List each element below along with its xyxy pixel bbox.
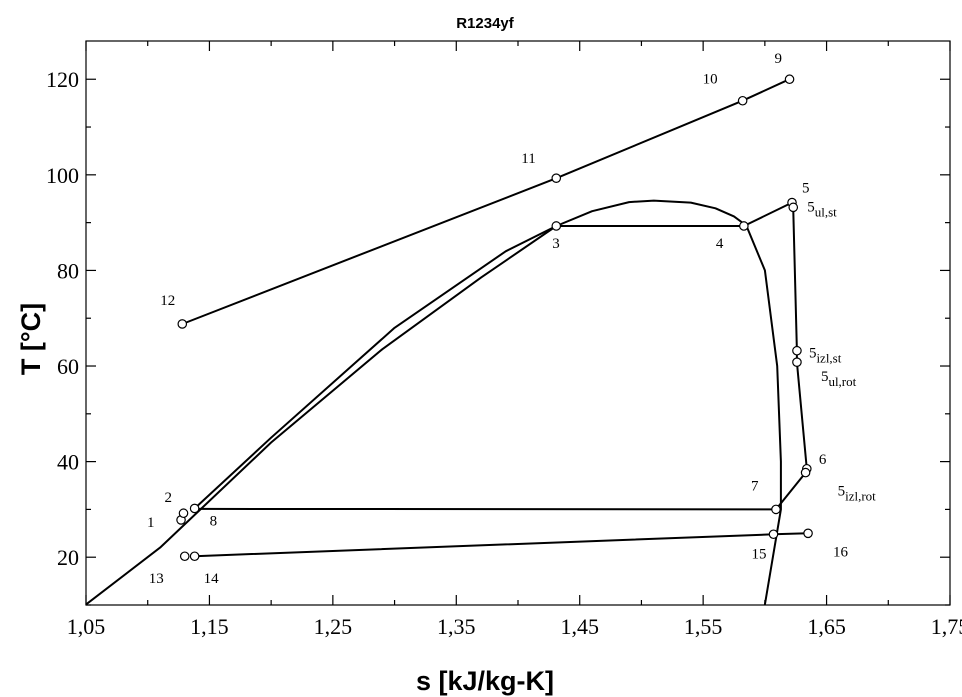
x-tick-label: 1,75 [931, 614, 962, 639]
state-point-label: 2 [165, 490, 173, 506]
y-tick-label: 120 [46, 67, 79, 92]
y-tick-label: 100 [46, 163, 79, 188]
x-tick-label: 1,15 [190, 614, 229, 639]
chart-title: R1234yf [456, 15, 515, 32]
state-point-label: 3 [552, 236, 560, 252]
state-point-marker [803, 528, 813, 539]
state-point-label: 15 [751, 546, 766, 562]
state-point-marker [551, 221, 562, 231]
state-point-marker [189, 551, 200, 562]
state-point-label: 16 [833, 544, 849, 560]
state-point-label: 11 [521, 151, 535, 167]
state-point-label: 5izl,st [809, 346, 842, 366]
x-axis: 1,05 1,15 1,25 1,35 1,45 1,55 1,65 1,75 [67, 41, 962, 639]
state-point-marker [768, 529, 779, 540]
y-axis-label: T [°C] [16, 303, 46, 375]
state-point-marker [784, 74, 795, 85]
y-axis: 20 40 60 80 100 120 [46, 67, 950, 606]
state-point-label: 5ul,rot [821, 369, 857, 389]
state-point-label: 9 [775, 51, 783, 67]
x-tick-label: 1,55 [684, 614, 723, 639]
state-point-label: 1 [147, 515, 155, 531]
state-point-marker [788, 202, 799, 213]
y-tick-label: 80 [57, 258, 79, 283]
state-point-marker [771, 504, 781, 515]
state-point-label: 5izl,rot [838, 484, 877, 504]
state-point-marker [737, 95, 748, 106]
x-tick-label: 1,05 [67, 614, 106, 639]
x-tick-label: 1,25 [314, 614, 353, 639]
state-point-marker [800, 467, 811, 478]
state-point-marker [792, 357, 802, 367]
curve-5 [193, 532, 810, 558]
state-point-label: 12 [160, 293, 175, 309]
y-tick-label: 60 [57, 354, 79, 379]
x-axis-label: s [kJ/kg-K] [416, 666, 554, 696]
curves [86, 78, 810, 606]
curve-1 [86, 225, 558, 605]
curve-4 [193, 507, 777, 511]
state-point-marker [177, 319, 188, 329]
state-point-markers [176, 74, 813, 562]
curve-6 [181, 78, 791, 325]
x-tick-label: 1,35 [437, 614, 476, 639]
x-tick-label: 1,45 [560, 614, 599, 639]
state-point-label: 5 [802, 181, 810, 197]
state-point-marker [792, 345, 802, 356]
state-point-marker [551, 173, 562, 183]
state-point-label: 5ul,st [807, 199, 837, 219]
y-tick-label: 20 [57, 545, 79, 570]
state-point-label: 4 [716, 236, 724, 252]
state-point-marker [739, 221, 749, 231]
state-point-marker [179, 551, 190, 562]
state-point-marker [178, 508, 189, 519]
curve-2 [193, 199, 782, 606]
state-point-label: 7 [751, 478, 759, 494]
state-point-label: 10 [703, 72, 718, 88]
state-point-marker [189, 503, 200, 514]
state-point-label: 8 [210, 513, 218, 529]
x-tick-label: 1,65 [807, 614, 846, 639]
state-point-label: 14 [204, 571, 220, 587]
state-point-label: 13 [149, 571, 164, 587]
state-point-labels: 12 8 3 4 5 5ul,st 5izl,st 5ul,rot 6 5izl,rot 7 13 14… [147, 51, 876, 587]
y-tick-label: 40 [57, 450, 79, 475]
curve-3 [555, 201, 808, 511]
state-point-label: 6 [819, 452, 827, 468]
